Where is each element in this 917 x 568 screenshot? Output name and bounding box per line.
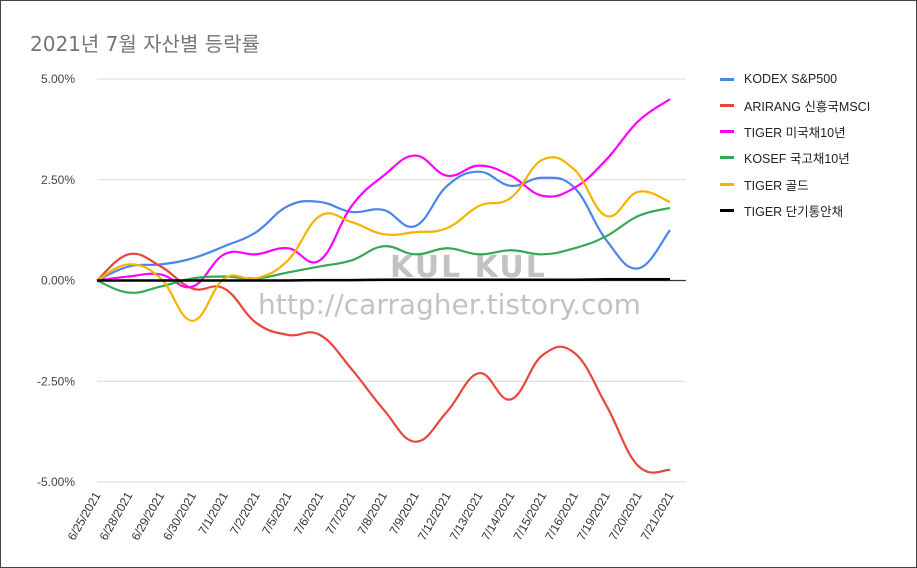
legend-label: KODEX S&P500 [744, 72, 838, 86]
legend-swatch [720, 156, 734, 160]
y-tick-label: 5.00% [41, 72, 75, 86]
legend-item: ARIRANG 신흥국MSCI [720, 95, 870, 115]
legend-label: TIGER 미국채10년 [744, 126, 846, 141]
legend-item: KODEX S&P500 [720, 69, 837, 89]
legend-label: KOSEF 국고채10년 [744, 152, 850, 167]
series-line-4 [96, 206, 671, 294]
y-tick-label: 2.50% [41, 173, 75, 187]
legend-item: KOSEF 국고채10년 [720, 148, 850, 168]
x-tick-label: 7/8/2021 [355, 489, 391, 537]
chart-title: 2021년 7월 자산별 등락률 [30, 32, 260, 56]
legend-item: TIGER 골드 [720, 174, 809, 194]
x-tick-label: 7/5/2021 [259, 489, 295, 537]
y-tick-label: -2.50% [37, 374, 75, 388]
legend-swatch [720, 182, 734, 186]
legend-item: TIGER 미국채10년 [720, 122, 846, 142]
y-tick-label: 0.00% [41, 274, 75, 288]
y-tick-label: -5.00% [37, 475, 75, 489]
series-line-5 [96, 156, 671, 322]
x-tick-label: 7/6/2021 [291, 489, 327, 537]
x-tick-label: 7/9/2021 [386, 489, 422, 537]
x-tick-label: 7/1/2021 [195, 489, 231, 537]
x-tick-label: 7/2/2021 [227, 489, 263, 537]
legend-label: TIGER 단기통안채 [744, 205, 844, 219]
legend-label: TIGER 골드 [744, 178, 809, 193]
legend-swatch [720, 130, 734, 134]
series-line-3 [96, 98, 671, 289]
legend-swatch [720, 209, 734, 212]
series-line-2 [96, 252, 671, 474]
legend-swatch [720, 77, 734, 81]
x-tick-label: 7/7/2021 [323, 489, 359, 537]
legend-label: ARIRANG 신흥국MSCI [744, 99, 871, 114]
series-line-6 [97, 278, 670, 282]
legend-item: TIGER 단기통안채 [720, 201, 843, 221]
series-line-1 [96, 170, 671, 282]
legend-swatch [720, 103, 734, 107]
